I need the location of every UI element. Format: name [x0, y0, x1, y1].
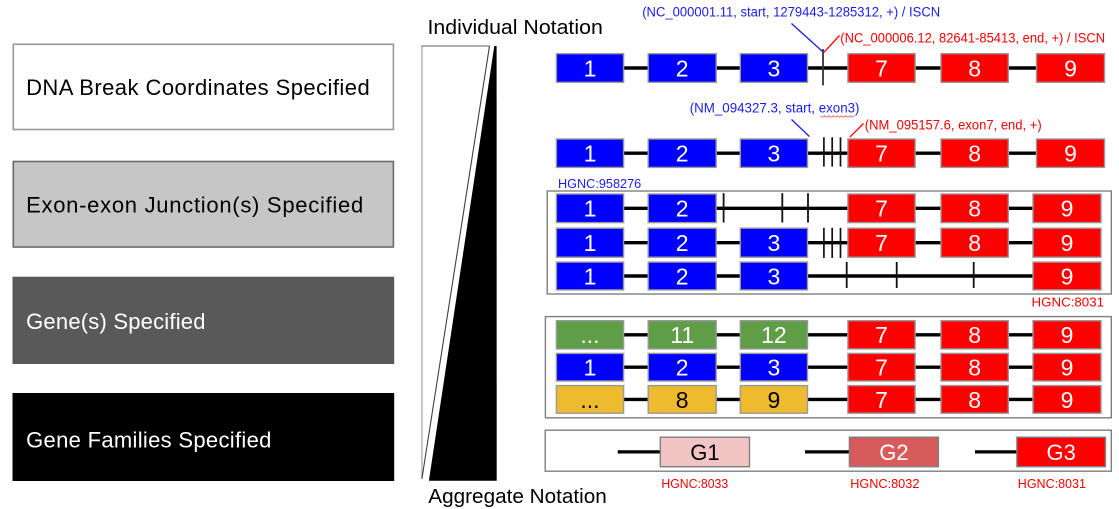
svg-text:2: 2 [676, 141, 689, 167]
svg-text:2: 2 [676, 355, 689, 381]
svg-text:HGNC:8032: HGNC:8032 [850, 476, 919, 491]
svg-text:Gene(s) Specified: Gene(s) Specified [26, 309, 205, 334]
svg-text:1: 1 [584, 230, 597, 256]
svg-text:3: 3 [768, 355, 781, 381]
svg-text:7: 7 [875, 141, 888, 167]
svg-text:7: 7 [875, 355, 888, 381]
svg-text:9: 9 [1061, 196, 1074, 222]
svg-text:1: 1 [584, 355, 597, 381]
svg-text:...: ... [580, 322, 599, 348]
svg-text:HGNC:8033: HGNC:8033 [661, 476, 728, 491]
svg-text:Aggregate Notation: Aggregate Notation [428, 486, 607, 508]
svg-text:2: 2 [676, 196, 689, 222]
svg-text:8: 8 [968, 196, 981, 222]
svg-text:Individual Notation: Individual Notation [428, 17, 603, 39]
svg-text:9: 9 [1061, 387, 1074, 413]
svg-text:(NC_000001.11, start, 1279443-: (NC_000001.11, start, 1279443-1285312, +… [642, 5, 940, 20]
svg-text:(NM_094327.3, start, exon3): (NM_094327.3, start, exon3) [690, 101, 860, 116]
svg-text:...: ... [580, 387, 599, 413]
svg-text:G2: G2 [879, 440, 908, 465]
svg-text:7: 7 [875, 55, 888, 81]
svg-text:3: 3 [768, 55, 781, 81]
svg-text:DNA Break Coordinates Specifie: DNA Break Coordinates Specified [26, 75, 370, 100]
svg-text:8: 8 [676, 387, 689, 413]
svg-text:1: 1 [584, 55, 597, 81]
svg-text:8: 8 [968, 322, 981, 348]
svg-text:HGNC:8031: HGNC:8031 [1018, 476, 1086, 491]
svg-text:Gene Families Specified: Gene Families Specified [26, 427, 271, 452]
svg-text:8: 8 [968, 230, 981, 256]
svg-text:9: 9 [1061, 263, 1074, 289]
svg-text:8: 8 [968, 387, 981, 413]
svg-text:8: 8 [968, 55, 981, 81]
svg-text:9: 9 [1061, 355, 1074, 381]
svg-text:1: 1 [584, 263, 597, 289]
svg-text:8: 8 [968, 355, 981, 381]
svg-text:HGNC:8031: HGNC:8031 [1032, 294, 1105, 309]
svg-text:G3: G3 [1047, 440, 1076, 465]
svg-text:12: 12 [761, 322, 787, 348]
svg-text:2: 2 [676, 55, 689, 81]
svg-text:9: 9 [1061, 322, 1074, 348]
svg-text:7: 7 [875, 230, 888, 256]
svg-text:(NM_095157.6, exon7, end, +): (NM_095157.6, exon7, end, +) [865, 118, 1042, 133]
svg-text:11: 11 [670, 322, 694, 348]
svg-text:1: 1 [584, 196, 597, 222]
svg-text:3: 3 [768, 141, 781, 167]
svg-text:(NC_000006.12, 82641-85413, en: (NC_000006.12, 82641-85413, end, +) / IS… [840, 31, 1105, 46]
svg-text:9: 9 [768, 387, 781, 413]
svg-text:G1: G1 [690, 440, 719, 465]
svg-text:3: 3 [768, 263, 781, 289]
svg-text:3: 3 [768, 230, 781, 256]
svg-text:1: 1 [584, 141, 597, 167]
svg-text:9: 9 [1064, 55, 1077, 81]
svg-text:9: 9 [1061, 230, 1074, 256]
svg-text:8: 8 [968, 141, 981, 167]
svg-text:Exon-exon Junction(s) Specifie: Exon-exon Junction(s) Specified [26, 192, 363, 217]
svg-text:7: 7 [875, 387, 888, 413]
svg-text:7: 7 [875, 322, 888, 348]
svg-text:2: 2 [676, 230, 689, 256]
svg-text:9: 9 [1064, 141, 1077, 167]
svg-text:7: 7 [875, 196, 888, 222]
svg-text:2: 2 [676, 263, 689, 289]
svg-text:HGNC:958276: HGNC:958276 [558, 176, 641, 191]
